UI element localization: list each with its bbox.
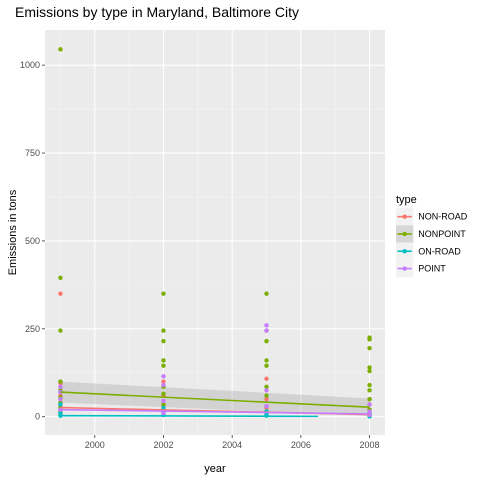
data-point-nonpoint bbox=[264, 338, 269, 344]
x-tick-label: 2008 bbox=[360, 440, 380, 450]
legend-key-point bbox=[402, 214, 407, 219]
data-point-on-road bbox=[58, 402, 63, 407]
confidence-band bbox=[60, 381, 370, 417]
data-point-nonpoint bbox=[264, 384, 269, 390]
data-point-nonpoint bbox=[58, 47, 63, 52]
y-tick-label: 0 bbox=[35, 412, 40, 422]
data-point-nonpoint bbox=[58, 379, 63, 384]
legend-title: type bbox=[396, 194, 417, 206]
y-tick-label: 750 bbox=[25, 148, 40, 158]
x-tick-label: 2002 bbox=[153, 440, 173, 450]
legend-label: ON-ROAD bbox=[418, 246, 461, 256]
data-point-nonpoint bbox=[367, 337, 372, 342]
legend-key-point bbox=[402, 231, 407, 237]
legend-item-on-road: ON-ROAD bbox=[396, 242, 461, 260]
x-axis-title: year bbox=[204, 463, 226, 475]
legend: type NON-ROAD NONPOINT ON-ROAD POINT bbox=[396, 194, 468, 278]
data-point-nonpoint bbox=[161, 363, 166, 368]
legend-key-point bbox=[402, 249, 407, 254]
data-point-non-road bbox=[264, 396, 269, 402]
data-point-point bbox=[264, 323, 269, 328]
legend-item-non-road: NON-ROAD bbox=[396, 208, 468, 226]
data-point-point bbox=[264, 388, 269, 393]
data-point-on-road bbox=[161, 405, 166, 411]
data-point-nonpoint bbox=[367, 388, 372, 393]
data-point-nonpoint bbox=[58, 275, 63, 281]
trend-lines bbox=[60, 391, 370, 418]
data-point-nonpoint bbox=[264, 393, 269, 398]
data-point-non-road bbox=[161, 379, 166, 384]
legend-item-nonpoint: NONPOINT bbox=[396, 225, 466, 243]
data-point-nonpoint bbox=[161, 358, 166, 363]
data-point-nonpoint bbox=[367, 396, 372, 402]
legend-key-point bbox=[402, 266, 407, 271]
trend-line-point bbox=[60, 408, 370, 415]
plot-panel bbox=[45, 30, 385, 435]
x-tick-label: 2004 bbox=[222, 440, 242, 450]
data-point-point bbox=[58, 396, 63, 402]
legend-label: POINT bbox=[418, 264, 446, 274]
data-point-point bbox=[161, 382, 166, 388]
data-point-nonpoint bbox=[264, 291, 269, 296]
chart-title: Emissions by type in Maryland, Baltimore… bbox=[15, 4, 299, 20]
x-tick-label: 2006 bbox=[291, 440, 311, 450]
legend-label: NONPOINT bbox=[418, 229, 466, 239]
data-point-point bbox=[161, 398, 166, 404]
data-point-nonpoint bbox=[161, 328, 166, 333]
grid-minor bbox=[45, 30, 385, 435]
y-tick-label: 500 bbox=[25, 236, 40, 246]
data-point-nonpoint bbox=[161, 391, 166, 397]
data-point-point bbox=[58, 384, 63, 390]
y-axis-title: Emissions in tons bbox=[7, 189, 19, 275]
confidence-bands bbox=[60, 381, 370, 417]
y-tick-label: 1000 bbox=[20, 60, 40, 70]
x-axis-ticks: 2000 2002 2004 2006 2008 bbox=[85, 435, 380, 450]
legend-label: NON-ROAD bbox=[418, 212, 467, 222]
data-point-point bbox=[161, 411, 166, 416]
data-point-nonpoint bbox=[58, 328, 63, 333]
y-axis-ticks: 0 250 500 750 1000 bbox=[20, 60, 45, 422]
data-point-point bbox=[367, 409, 372, 414]
data-point-point bbox=[367, 402, 372, 407]
data-point-nonpoint bbox=[367, 382, 372, 388]
data-point-non-road bbox=[264, 376, 269, 381]
data-point-nonpoint bbox=[367, 345, 372, 351]
data-point-nonpoint bbox=[367, 365, 372, 370]
data-point-nonpoint bbox=[161, 402, 166, 407]
data-point-nonpoint bbox=[367, 368, 372, 374]
legend-item-point: POINT bbox=[396, 259, 446, 278]
data-point-nonpoint bbox=[264, 358, 269, 363]
trend-line-on-road bbox=[60, 414, 319, 418]
data-point-point bbox=[264, 328, 269, 333]
data-point-non-road bbox=[58, 291, 63, 296]
x-tick-label: 2000 bbox=[85, 440, 105, 450]
trend-line-nonpoint bbox=[60, 391, 370, 409]
data-point-nonpoint bbox=[161, 338, 166, 344]
data-point-point bbox=[161, 374, 166, 379]
y-tick-label: 250 bbox=[25, 324, 40, 334]
data-point-nonpoint bbox=[264, 363, 269, 368]
data-point-nonpoint bbox=[161, 291, 166, 296]
data-point-point bbox=[264, 403, 269, 409]
